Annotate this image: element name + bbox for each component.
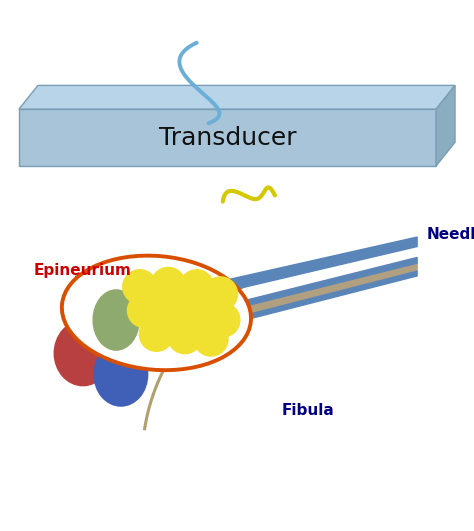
Ellipse shape bbox=[92, 289, 140, 351]
Polygon shape bbox=[436, 85, 455, 166]
Text: Needle: Needle bbox=[427, 227, 474, 242]
Circle shape bbox=[123, 270, 157, 304]
Circle shape bbox=[206, 303, 240, 337]
Circle shape bbox=[151, 268, 185, 302]
Circle shape bbox=[128, 294, 162, 328]
Text: Transducer: Transducer bbox=[159, 125, 296, 150]
Text: Fibula: Fibula bbox=[282, 402, 335, 417]
Polygon shape bbox=[190, 271, 417, 334]
Ellipse shape bbox=[62, 255, 251, 370]
Circle shape bbox=[156, 292, 190, 326]
Circle shape bbox=[139, 317, 173, 352]
Ellipse shape bbox=[54, 320, 112, 387]
Polygon shape bbox=[175, 237, 417, 303]
Polygon shape bbox=[19, 85, 455, 109]
Polygon shape bbox=[19, 109, 436, 166]
Circle shape bbox=[184, 296, 219, 330]
Circle shape bbox=[168, 320, 202, 354]
Circle shape bbox=[194, 322, 228, 356]
Circle shape bbox=[203, 277, 237, 311]
Polygon shape bbox=[190, 258, 417, 320]
Polygon shape bbox=[190, 263, 417, 330]
Circle shape bbox=[180, 270, 214, 304]
Ellipse shape bbox=[93, 342, 148, 407]
Text: Epineurium: Epineurium bbox=[33, 263, 131, 278]
